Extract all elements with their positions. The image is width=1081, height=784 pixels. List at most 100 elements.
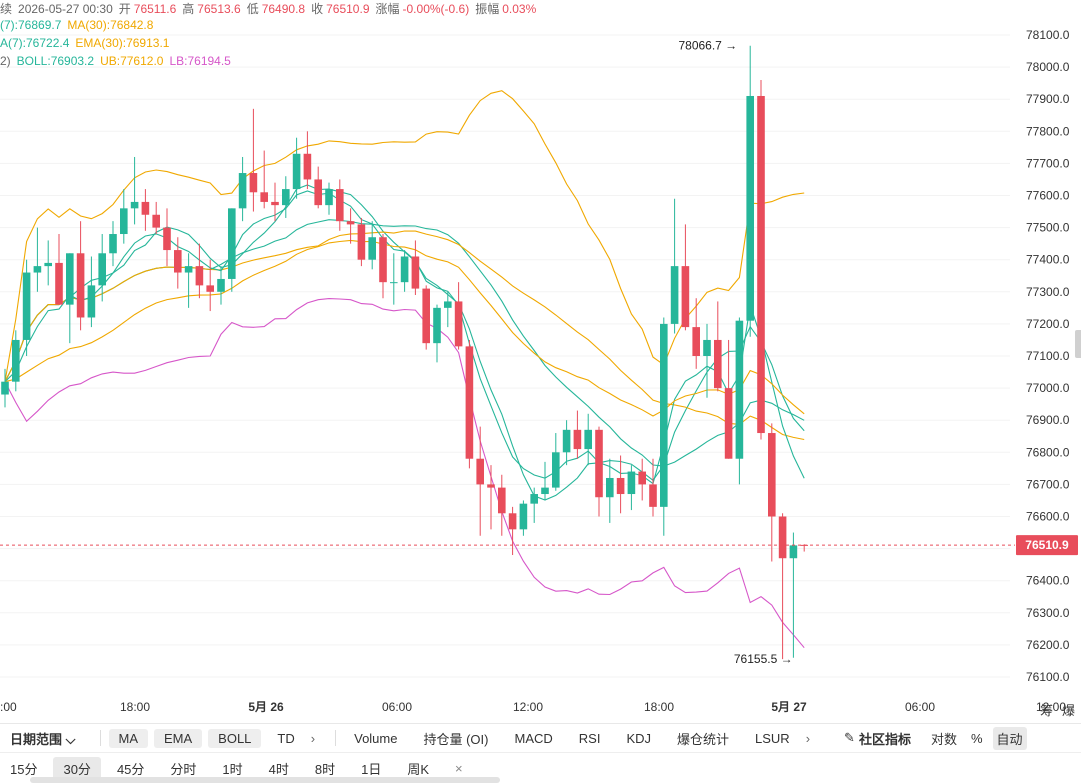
chips-toggle[interactable]: 筹 <box>1040 703 1054 718</box>
y-tick-label: 76700.0 <box>1026 477 1070 491</box>
candle-body <box>314 179 322 206</box>
candle-body <box>174 250 182 273</box>
y-tick-label: 77500.0 <box>1026 221 1070 235</box>
interval-toolbar: 15分 30分 45分 分时 1时 4时 8时 1日 周K × <box>0 752 1081 784</box>
auto-scale-toggle[interactable]: 自动 <box>992 726 1027 750</box>
indicator-liquidation[interactable]: 爆仓统计 <box>677 731 730 747</box>
indicator-kdj[interactable]: KDJ <box>626 730 651 746</box>
candle <box>325 182 333 215</box>
candles <box>1 45 808 660</box>
candle <box>692 298 700 369</box>
candle <box>120 189 128 244</box>
y-tick-label: 77600.0 <box>1026 189 1070 203</box>
edit-icon[interactable]: ✎ <box>844 730 855 745</box>
candle <box>768 423 776 562</box>
candle-body <box>357 224 366 260</box>
boll-lower-line <box>4 298 805 649</box>
date-range-button[interactable]: 日期范围 ⌵ <box>0 727 86 750</box>
indicator-ma[interactable]: MA <box>108 728 148 748</box>
candle <box>411 240 420 296</box>
candle-body <box>33 266 42 273</box>
candlestick-chart[interactable]: 78100.0 78000.0 77900.0 77800.0 77700.0 77600… <box>0 0 1081 720</box>
candle-body <box>692 327 700 356</box>
indicator-td[interactable]: TD <box>277 730 295 746</box>
interval-tab[interactable]: 15分 <box>10 762 38 777</box>
interval-tab[interactable]: 45分 <box>116 762 145 777</box>
candle-body <box>400 256 409 283</box>
candle-body <box>746 95 754 321</box>
info-label: 收 <box>311 2 324 16</box>
x-tick-label: 18:00 <box>120 700 150 714</box>
candle-body <box>670 266 679 324</box>
candle <box>1 368 9 408</box>
percent-scale-toggle[interactable]: % <box>970 730 983 746</box>
candle <box>638 458 646 501</box>
candle <box>595 426 603 517</box>
candle-body <box>519 503 528 530</box>
indicator-macd[interactable]: MACD <box>514 730 553 746</box>
interval-tab[interactable]: 分时 <box>170 762 197 777</box>
interval-tab[interactable]: 8时 <box>314 762 336 777</box>
candle <box>670 198 679 334</box>
candle <box>778 513 787 660</box>
candle-body <box>195 266 204 286</box>
community-indicators-button[interactable]: 社区指标 <box>858 731 911 747</box>
info-item: 高 76513.6 <box>182 2 240 16</box>
candle <box>400 250 409 292</box>
indicator-lsur[interactable]: LSUR <box>755 730 790 746</box>
log-scale-toggle[interactable]: 对数 <box>930 731 957 747</box>
candle-body <box>789 545 798 559</box>
candle-body <box>606 477 614 498</box>
candle <box>681 224 690 331</box>
candle-body <box>778 516 787 559</box>
interval-tab[interactable]: 周K <box>407 762 430 777</box>
candle-body <box>217 278 225 292</box>
side-panel-handle[interactable] <box>1075 330 1081 358</box>
candle-body <box>541 487 549 495</box>
candle-body <box>163 227 171 251</box>
candle <box>33 227 42 292</box>
horizontal-scrollbar[interactable] <box>30 777 500 783</box>
info-item: MA(30):76842.8 <box>67 18 154 32</box>
candle-body <box>714 339 722 389</box>
candle <box>390 253 398 305</box>
divider <box>99 730 101 746</box>
info-label: 振幅 <box>475 2 500 16</box>
chevron-right-icon[interactable]: › <box>310 730 316 746</box>
indicator-rsi[interactable]: RSI <box>578 730 601 746</box>
price-axis: 78100.0 78000.0 77900.0 77800.0 77700.0 77600… <box>1026 28 1070 684</box>
close-icon[interactable]: × <box>455 761 463 776</box>
candle <box>12 330 20 392</box>
x-tick-label: 18:00 <box>644 700 674 714</box>
candle <box>724 339 733 459</box>
candle <box>87 256 96 328</box>
candle <box>130 156 139 225</box>
interval-tab[interactable]: 1日 <box>361 762 382 777</box>
info-item: 低 76490.8 <box>247 2 305 16</box>
interval-tab[interactable]: 1时 <box>222 762 243 777</box>
info-item: 振幅 0.03% <box>475 2 536 16</box>
info-item: 开 76511.6 <box>119 2 177 16</box>
interval-tab[interactable]: 30分 <box>53 757 101 780</box>
candle <box>141 189 150 231</box>
candle-body <box>616 477 625 495</box>
chevron-right-icon[interactable]: › <box>805 730 811 746</box>
candle-body <box>152 214 160 228</box>
y-tick-label: 76400.0 <box>1026 574 1070 588</box>
indicator-ema[interactable]: EMA <box>154 728 203 748</box>
indicator-volume[interactable]: Volume <box>354 730 398 746</box>
y-tick-label: 77200.0 <box>1026 317 1070 331</box>
indicator-oi[interactable]: 持仓量 (OI) <box>423 731 489 747</box>
ema-summary: A(7):76722.4 EMA(30):76913.1 <box>0 36 175 50</box>
indicator-boll[interactable]: BOLL <box>208 728 262 748</box>
y-tick-label: 76900.0 <box>1026 413 1070 427</box>
info-item: 2026-05-27 00:30 <box>18 2 113 16</box>
info-item: 续 <box>0 2 12 16</box>
candle-body <box>562 429 571 453</box>
ohlc-summary: 续 2026-05-27 00:30 开 76511.6 高 76513.6 低 76490.… <box>0 0 542 17</box>
candle <box>703 323 711 398</box>
candle-body <box>238 173 247 209</box>
liquidation-toggle[interactable]: 爆 <box>1062 703 1076 718</box>
info-item: 涨幅 -0.00%(-0.6) <box>376 2 470 16</box>
interval-tab[interactable]: 4时 <box>268 762 289 777</box>
